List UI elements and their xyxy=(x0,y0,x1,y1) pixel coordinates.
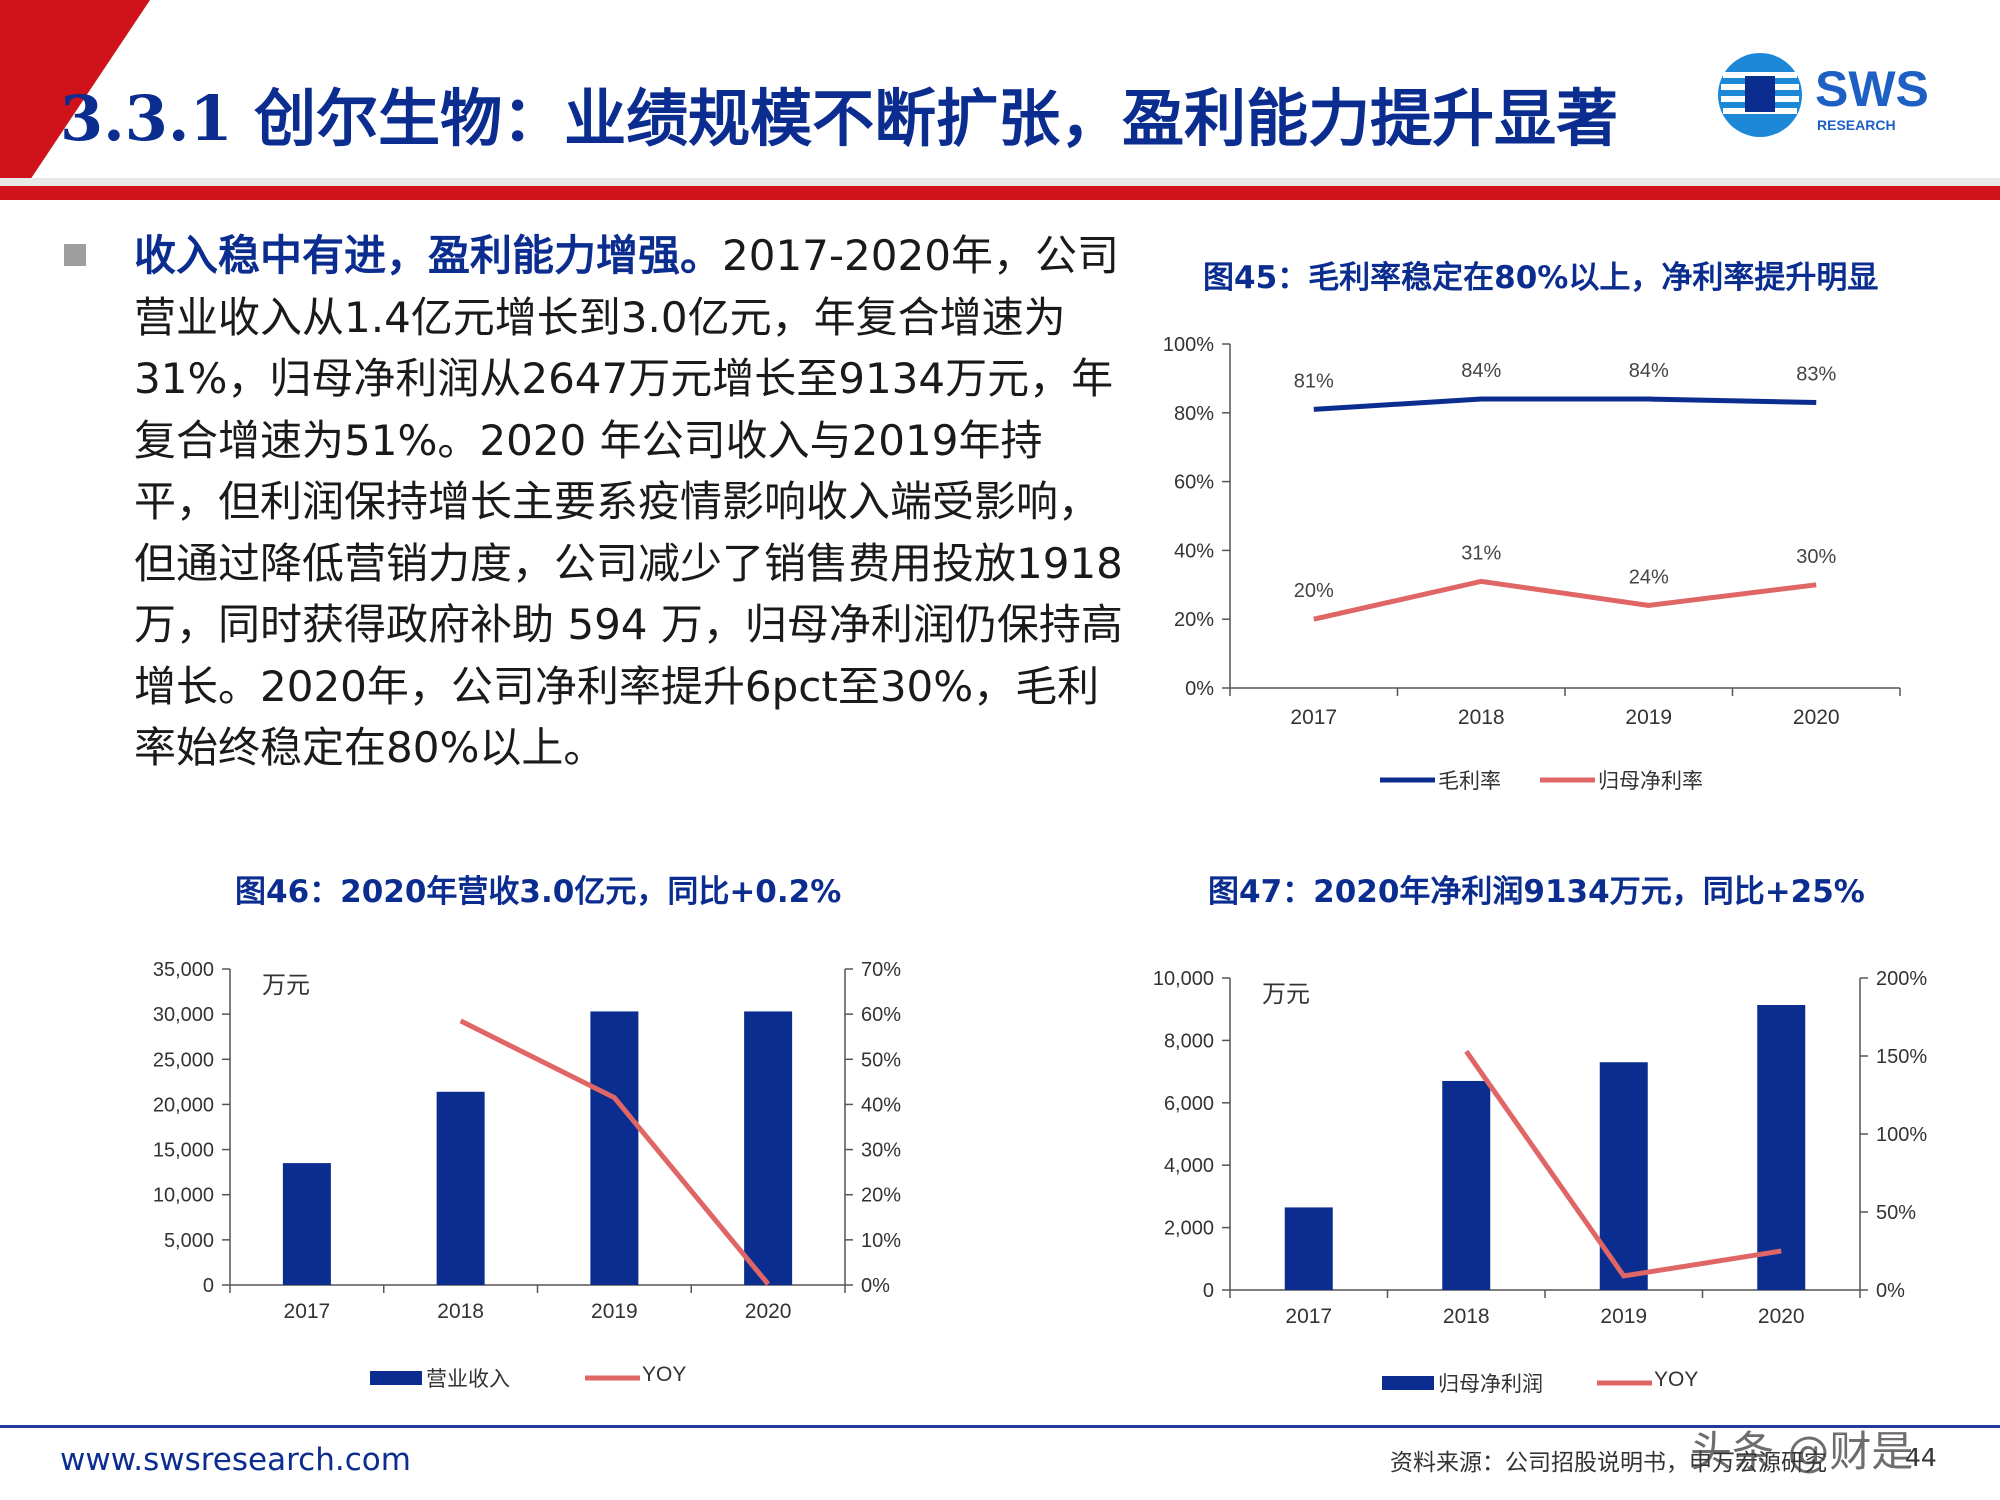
body-text: 2017-2020年，公司营业收入从1.4亿元增长到3.0亿元，年复合增速为31… xyxy=(134,231,1123,772)
yoy-line xyxy=(459,1018,771,1286)
watermark: 头条 @财是 xyxy=(1690,1427,1914,1476)
left-tick-label: 35,000 xyxy=(153,959,214,981)
logo-text: SWS xyxy=(1815,61,1929,117)
x-tick-label: 2017 xyxy=(1285,1305,1332,1328)
sws-logo: SWS RESEARCH xyxy=(1718,53,1929,137)
right-tick-label: 20% xyxy=(861,1185,901,1207)
slide-title: 3.3.1 创尔生物：业绩规模不断扩张，盈利能力提升显著 xyxy=(60,82,1619,155)
legend-label: YOY xyxy=(1654,1368,1698,1391)
legend-label: 归母净利润 xyxy=(1438,1373,1543,1396)
right-tick-label: 60% xyxy=(861,1004,901,1026)
left-tick-label: 2,000 xyxy=(1164,1218,1214,1240)
sws-logo-mark xyxy=(1718,53,1802,137)
legend-label: 归母净利率 xyxy=(1598,770,1703,793)
left-tick-label: 10,000 xyxy=(153,1185,214,1207)
right-tick-label: 200% xyxy=(1876,968,1927,990)
bar xyxy=(1442,1080,1491,1290)
left-tick-label: 15,000 xyxy=(153,1140,214,1162)
left-tick-label: 25,000 xyxy=(153,1049,214,1071)
y-tick-label: 80% xyxy=(1174,403,1214,425)
data-label: 84% xyxy=(1461,360,1501,382)
unit-label: 万元 xyxy=(262,972,310,999)
left-tick-label: 0 xyxy=(1203,1280,1214,1302)
x-tick-label: 2020 xyxy=(1758,1305,1805,1328)
bar xyxy=(436,1091,485,1285)
y-tick-label: 100% xyxy=(1163,334,1214,356)
left-tick-label: 10,000 xyxy=(1153,968,1214,990)
logo-subtext: RESEARCH xyxy=(1817,117,1896,133)
x-tick-label: 2018 xyxy=(1443,1305,1490,1328)
fig46-title: 图46：2020年营收3.0亿元，同比+0.2% xyxy=(235,874,842,910)
yoy-line xyxy=(1464,1049,1782,1279)
x-tick-label: 2018 xyxy=(1458,706,1505,729)
legend-swatch-bar xyxy=(370,1371,422,1385)
data-label: 30% xyxy=(1796,546,1836,568)
bullet-square-icon xyxy=(64,244,86,266)
legend-label: 营业收入 xyxy=(426,1368,510,1391)
left-tick-label: 30,000 xyxy=(153,1004,214,1026)
x-tick-label: 2020 xyxy=(1793,706,1840,729)
header-band xyxy=(0,0,2000,200)
x-tick-label: 2017 xyxy=(1290,706,1337,729)
y-tick-label: 0% xyxy=(1185,678,1214,700)
data-label: 81% xyxy=(1294,370,1334,392)
fig47-title: 图47：2020年净利润9134万元，同比+25% xyxy=(1208,874,1865,910)
series-line-gross-margin xyxy=(1313,396,1817,412)
bar xyxy=(744,1011,793,1285)
bar xyxy=(1757,1005,1806,1290)
legend-swatch-bar xyxy=(1382,1376,1434,1390)
right-tick-label: 150% xyxy=(1876,1046,1927,1068)
legend-label: 毛利率 xyxy=(1438,770,1501,793)
chart-fig45: 0% 20% 40% 60% 80% 100% 2017 2018 2019 2020 81% 84%… xyxy=(1163,334,1901,793)
bar xyxy=(282,1163,331,1285)
data-label: 24% xyxy=(1629,566,1669,588)
fig45-title: 图45：毛利率稳定在80%以上，净利率提升明显 xyxy=(1203,260,1879,296)
right-tick-label: 40% xyxy=(861,1094,901,1116)
footer-url-link[interactable]: www.swsresearch.com xyxy=(60,1442,411,1478)
data-label: 20% xyxy=(1294,580,1334,602)
x-tick-label: 2019 xyxy=(1600,1305,1647,1328)
right-tick-label: 50% xyxy=(861,1049,901,1071)
page-number: 44 xyxy=(1905,1443,1937,1472)
unit-label: 万元 xyxy=(1262,981,1310,1008)
body-paragraph: 收入稳中有进，盈利能力增强。2017-2020年，公司营业收入从1.4亿元增长到… xyxy=(134,225,1124,779)
footer-source: 资料来源：公司招股说明书，申万宏源研究 xyxy=(1390,1450,1827,1476)
x-tick-label: 2018 xyxy=(437,1300,484,1323)
left-tick-label: 0 xyxy=(203,1275,214,1297)
x-tick-label: 2019 xyxy=(1625,706,1672,729)
x-tick-label: 2020 xyxy=(745,1300,792,1323)
y-tick-label: 40% xyxy=(1174,540,1214,562)
y-tick-label: 20% xyxy=(1174,609,1214,631)
left-tick-label: 4,000 xyxy=(1164,1155,1214,1177)
right-tick-label: 30% xyxy=(861,1140,901,1162)
series-line-net-margin xyxy=(1313,578,1817,622)
right-tick-label: 100% xyxy=(1876,1124,1927,1146)
data-label: 83% xyxy=(1796,363,1836,385)
bar xyxy=(1284,1207,1333,1290)
x-tick-label: 2019 xyxy=(591,1300,638,1323)
left-tick-label: 5,000 xyxy=(164,1230,214,1252)
left-tick-label: 8,000 xyxy=(1164,1030,1214,1052)
data-label: 84% xyxy=(1629,360,1669,382)
chart-fig46: 0 5,000 10,000 15,000 20,000 25,000 30,000 35,0… xyxy=(153,959,901,1391)
bar xyxy=(590,1011,639,1285)
right-tick-label: 0% xyxy=(1876,1280,1905,1302)
left-tick-label: 6,000 xyxy=(1164,1093,1214,1115)
legend-label: YOY xyxy=(642,1363,686,1386)
left-tick-label: 20,000 xyxy=(153,1094,214,1116)
right-tick-label: 0% xyxy=(861,1275,890,1297)
y-tick-label: 60% xyxy=(1174,472,1214,494)
x-tick-label: 2017 xyxy=(284,1300,331,1323)
right-tick-label: 70% xyxy=(861,959,901,981)
footer-divider xyxy=(0,1425,2000,1428)
data-label: 31% xyxy=(1461,542,1501,564)
body-lead: 收入稳中有进，盈利能力增强。 xyxy=(134,231,723,280)
chart-fig47: 0 2,000 4,000 6,000 8,000 10,000 0% 50% 100% 150%… xyxy=(1153,968,1928,1396)
right-tick-label: 10% xyxy=(861,1230,901,1252)
right-tick-label: 50% xyxy=(1876,1202,1916,1224)
